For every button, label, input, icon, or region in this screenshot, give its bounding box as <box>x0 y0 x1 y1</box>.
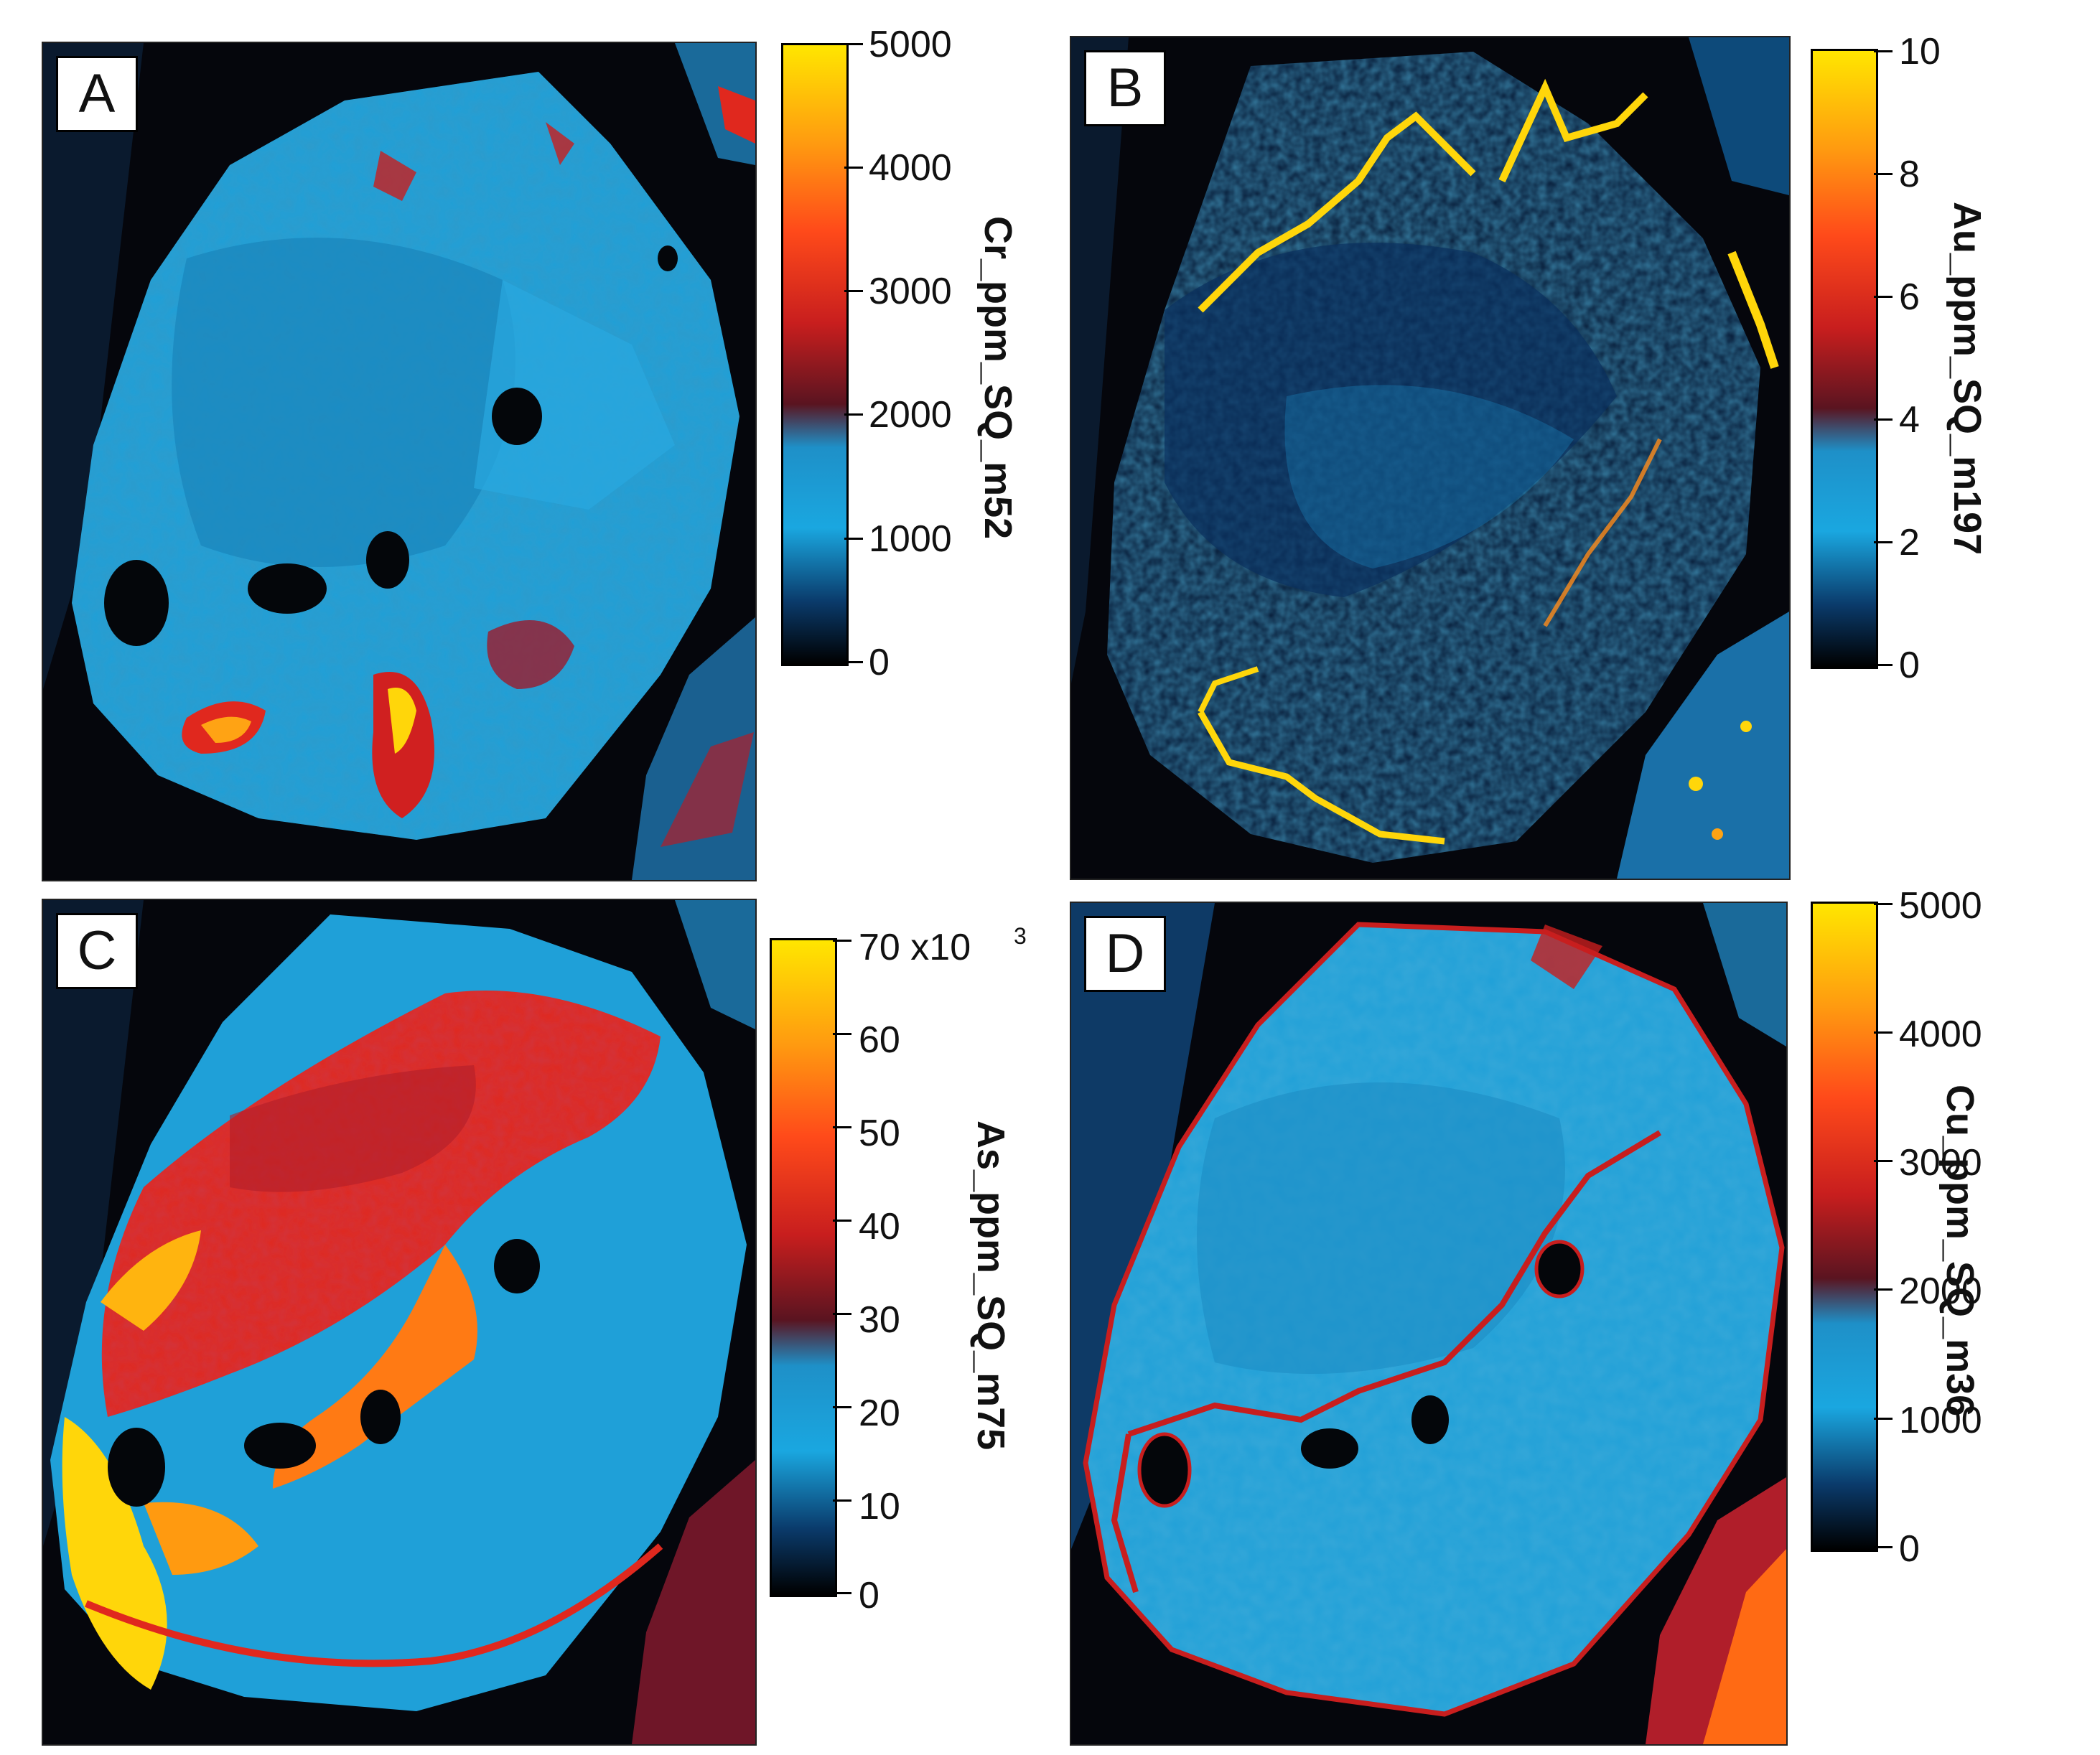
colorbar-d-tick-label: 4000 <box>1899 1014 1982 1055</box>
colorbar-a-tick-label: 3000 <box>869 271 952 312</box>
colorbar-b-tick-label: 10 <box>1899 31 1941 72</box>
colorbar-b-tick <box>1874 664 1893 666</box>
colorbar-d-tick-label: 1000 <box>1899 1400 1982 1441</box>
map-d-image <box>1071 903 1786 1744</box>
colorbar-d-label: Cu_ppm_SQ_m36 <box>1938 1085 1982 1417</box>
colorbar-d-tick <box>1874 1418 1893 1420</box>
colorbar-c-exponent-base: x10 <box>910 927 971 968</box>
colorbar-b-tick-label: 4 <box>1899 399 1920 441</box>
colorbar-d-tick-label: 3000 <box>1899 1142 1982 1184</box>
colorbar-a <box>781 43 849 666</box>
colorbar-c-tick-label: 30 <box>859 1299 900 1341</box>
colorbar-d-tick <box>1874 1546 1893 1548</box>
colorbar-a-tick <box>844 167 863 169</box>
colorbar-b-label: Au_ppm_SQ_m197 <box>1946 202 1989 556</box>
colorbar-c-tick-label: 60 <box>859 1019 900 1061</box>
colorbar-d-tick-label: 0 <box>1899 1528 1920 1570</box>
colorbar-b-tick <box>1874 173 1893 175</box>
colorbar-d-tick <box>1874 1288 1893 1291</box>
colorbar-c-tick <box>833 1499 851 1502</box>
map-b: B <box>1070 36 1791 880</box>
colorbar-c-tick-label: 0 <box>859 1575 879 1616</box>
colorbar-b-tick <box>1874 541 1893 543</box>
colorbar-a-tick <box>844 661 863 663</box>
colorbar-c-tick <box>833 1126 851 1128</box>
colorbar-c-top-value: 70 <box>859 927 900 968</box>
colorbar-b-tick-label: 2 <box>1899 522 1920 563</box>
colorbar-a-tick <box>844 43 863 45</box>
colorbar-c-tick <box>833 1033 851 1035</box>
colorbar-b-tick <box>1874 296 1893 298</box>
map-b-image <box>1071 37 1789 879</box>
colorbar-a-tick-label: 2000 <box>869 394 952 436</box>
map-a: A <box>42 42 757 881</box>
colorbar-a-label: Cr_ppm_SQ_m52 <box>976 216 1019 540</box>
map-c-image <box>43 900 755 1744</box>
colorbar-c-tick <box>833 1313 851 1315</box>
colorbar-c-tick <box>833 1406 851 1408</box>
colorbar-d-tick <box>1874 1160 1893 1162</box>
panel-letter-a: A <box>56 56 138 132</box>
colorbar-c-tick-label: 50 <box>859 1113 900 1154</box>
colorbar-b-tick-label: 6 <box>1899 276 1920 318</box>
colorbar-d-tick <box>1874 1031 1893 1034</box>
colorbar-c-tick-label: 70 x10 <box>859 926 971 969</box>
colorbar-a-tick <box>844 538 863 540</box>
panel-letter-c: C <box>56 913 138 989</box>
colorbar-c-tick-label: 40 <box>859 1206 900 1248</box>
colorbar-a-tick-label: 4000 <box>869 147 952 189</box>
colorbar-c-tick <box>833 940 851 942</box>
colorbar-b <box>1811 49 1878 669</box>
colorbar-d-tick <box>1874 903 1893 905</box>
colorbar-c <box>770 938 837 1597</box>
panel-letter-b: B <box>1084 50 1166 126</box>
colorbar-a-tick-label: 0 <box>869 642 890 683</box>
colorbar-c-tick-label: 10 <box>859 1486 900 1527</box>
colorbar-c-tick <box>833 1220 851 1222</box>
colorbar-a-tick-label: 5000 <box>869 24 952 65</box>
colorbar-b-tick-label: 0 <box>1899 645 1920 686</box>
colorbar-c-label: As_ppm_SQ_m75 <box>969 1120 1012 1451</box>
colorbar-d-tick-label: 5000 <box>1899 885 1982 927</box>
colorbar-b-tick <box>1874 418 1893 421</box>
colorbar-c-tick <box>833 1592 851 1594</box>
map-d: D <box>1070 902 1788 1746</box>
colorbar-a-tick <box>844 413 863 416</box>
map-c: C <box>42 899 757 1746</box>
colorbar-a-tick-label: 1000 <box>869 518 952 560</box>
colorbar-b-tick-label: 8 <box>1899 154 1920 195</box>
colorbar-a-tick <box>844 290 863 292</box>
colorbar-c-exponent-power: 3 <box>1014 923 1027 949</box>
colorbar-d <box>1811 902 1878 1552</box>
colorbar-b-tick <box>1874 50 1893 52</box>
map-a-image <box>43 43 755 880</box>
panel-letter-d: D <box>1084 916 1166 992</box>
colorbar-c-tick-label: 20 <box>859 1393 900 1434</box>
colorbar-d-tick-label: 2000 <box>1899 1270 1982 1312</box>
